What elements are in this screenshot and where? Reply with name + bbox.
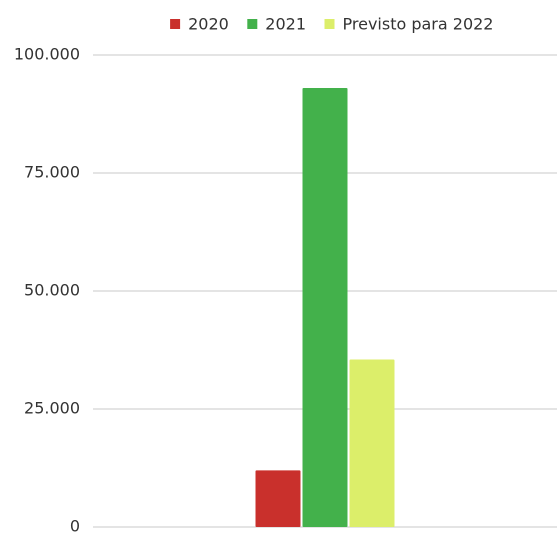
y-tick-label: 0 [70,517,80,534]
legend-label: 2021 [265,15,306,34]
legend-label: 2020 [188,15,229,34]
bar [349,359,395,527]
legend-label: Previsto para 2022 [343,15,494,34]
bar [255,470,301,527]
y-tick-label: 50.000 [24,281,80,300]
legend-swatch [324,19,335,29]
bar [302,88,348,527]
legend-swatch [170,19,181,29]
y-tick-label: 100.000 [14,45,80,64]
legend-swatch [247,19,258,29]
y-tick-label: 75.000 [24,163,80,182]
y-tick-label: 25.000 [24,399,80,418]
